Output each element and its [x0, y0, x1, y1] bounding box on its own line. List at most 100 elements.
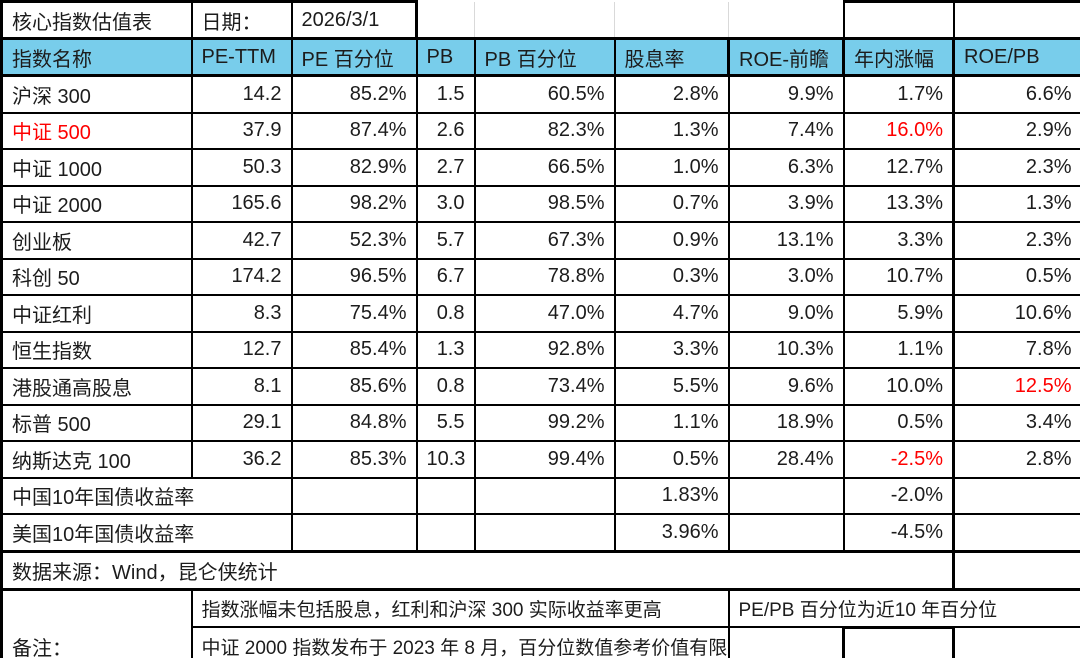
- bond-ytd-cell[interactable]: -2.0%: [842, 476, 955, 515]
- value-cell[interactable]: 1.3: [415, 330, 476, 369]
- empty-cell[interactable]: [728, 1, 844, 40]
- value-cell[interactable]: 0.5%: [952, 257, 1080, 296]
- value-cell[interactable]: 3.9%: [727, 184, 845, 223]
- value-cell[interactable]: 6.3%: [727, 148, 845, 187]
- bond-yield-cell[interactable]: 3.96%: [613, 513, 730, 552]
- index-name-cell[interactable]: 中证 1000: [0, 148, 193, 187]
- value-cell[interactable]: 3.3%: [613, 330, 730, 369]
- empty-cell[interactable]: [952, 0, 1080, 40]
- value-cell[interactable]: 13.3%: [842, 184, 955, 223]
- value-cell[interactable]: 42.7: [190, 221, 293, 260]
- value-cell[interactable]: 1.1%: [842, 330, 955, 369]
- value-cell[interactable]: 0.3%: [613, 257, 730, 296]
- value-cell[interactable]: 12.7: [190, 330, 293, 369]
- value-cell[interactable]: 10.7%: [842, 257, 955, 296]
- value-cell[interactable]: 67.3%: [473, 221, 616, 260]
- empty-cell[interactable]: [290, 513, 418, 552]
- value-cell[interactable]: 5.9%: [842, 294, 955, 333]
- value-cell[interactable]: 2.6: [415, 111, 476, 150]
- column-header-roe-forward[interactable]: ROE-前瞻: [727, 37, 845, 77]
- value-cell[interactable]: 1.3%: [952, 184, 1080, 223]
- notes-label[interactable]: 备注：: [0, 588, 193, 658]
- value-cell[interactable]: 3.0%: [727, 257, 845, 296]
- value-cell[interactable]: 8.1: [190, 367, 293, 406]
- value-cell[interactable]: 29.1: [190, 403, 293, 442]
- value-cell[interactable]: 52.3%: [290, 221, 418, 260]
- index-name-cell[interactable]: 恒生指数: [0, 330, 193, 369]
- column-header-pe-percentile[interactable]: PE 百分位: [290, 37, 418, 77]
- empty-cell[interactable]: [416, 1, 475, 40]
- empty-cell[interactable]: [415, 476, 476, 515]
- value-cell[interactable]: 2.3%: [952, 221, 1080, 260]
- value-cell[interactable]: 174.2: [190, 257, 293, 296]
- value-cell[interactable]: 6.7: [415, 257, 476, 296]
- value-cell[interactable]: 1.1%: [613, 403, 730, 442]
- value-cell[interactable]: 10.0%: [842, 367, 955, 406]
- value-cell[interactable]: 2.3%: [952, 148, 1080, 187]
- value-cell[interactable]: 66.5%: [473, 148, 616, 187]
- value-cell[interactable]: 99.2%: [473, 403, 616, 442]
- bond-ytd-cell[interactable]: -4.5%: [842, 513, 955, 552]
- value-cell[interactable]: 36.2: [190, 440, 293, 479]
- value-cell[interactable]: 3.4%: [952, 403, 1080, 442]
- value-cell[interactable]: 0.5%: [842, 403, 955, 442]
- date-label-cell[interactable]: 日期：: [190, 0, 293, 40]
- index-name-cell[interactable]: 中证红利: [0, 294, 193, 333]
- value-cell[interactable]: -2.5%: [842, 440, 955, 479]
- index-name-cell[interactable]: 标普 500: [0, 403, 193, 442]
- value-cell[interactable]: 1.7%: [842, 74, 955, 114]
- value-cell[interactable]: 84.8%: [290, 403, 418, 442]
- value-cell[interactable]: 165.6: [190, 184, 293, 223]
- value-cell[interactable]: 3.0: [415, 184, 476, 223]
- column-header-index-name[interactable]: 指数名称: [0, 37, 193, 77]
- value-cell[interactable]: 2.7: [415, 148, 476, 187]
- value-cell[interactable]: 96.5%: [290, 257, 418, 296]
- empty-cell[interactable]: [474, 1, 615, 40]
- index-name-cell[interactable]: 创业板: [0, 221, 193, 260]
- value-cell[interactable]: 4.7%: [613, 294, 730, 333]
- value-cell[interactable]: 2.8%: [952, 440, 1080, 479]
- value-cell[interactable]: 10.3%: [727, 330, 845, 369]
- value-cell[interactable]: 12.5%: [952, 367, 1080, 406]
- value-cell[interactable]: 82.3%: [473, 111, 616, 150]
- column-header-pb[interactable]: PB: [415, 37, 476, 77]
- bond-name-cell[interactable]: 中国10年国债收益率: [0, 476, 293, 515]
- value-cell[interactable]: 85.6%: [290, 367, 418, 406]
- value-cell[interactable]: 82.9%: [290, 148, 418, 187]
- empty-cell[interactable]: [415, 513, 476, 552]
- value-cell[interactable]: 50.3: [190, 148, 293, 187]
- column-header-roe-pb[interactable]: ROE/PB: [952, 37, 1080, 77]
- empty-cell[interactable]: [952, 476, 1080, 515]
- value-cell[interactable]: 28.4%: [727, 440, 845, 479]
- empty-cell[interactable]: [842, 0, 955, 40]
- value-cell[interactable]: 5.5: [415, 403, 476, 442]
- data-source-cell[interactable]: 数据来源：Wind，昆仑侠统计: [0, 549, 955, 591]
- value-cell[interactable]: 78.8%: [473, 257, 616, 296]
- value-cell[interactable]: 0.9%: [613, 221, 730, 260]
- value-cell[interactable]: 99.4%: [473, 440, 616, 479]
- value-cell[interactable]: 10.3: [415, 440, 476, 479]
- index-name-cell[interactable]: 纳斯达克 100: [0, 440, 193, 479]
- bond-name-cell[interactable]: 美国10年国债收益率: [0, 513, 293, 552]
- value-cell[interactable]: 5.7: [415, 221, 476, 260]
- value-cell[interactable]: 6.6%: [952, 74, 1080, 114]
- column-header-ytd-change[interactable]: 年内涨幅: [842, 37, 955, 77]
- value-cell[interactable]: 0.8: [415, 367, 476, 406]
- value-cell[interactable]: 85.4%: [290, 330, 418, 369]
- value-cell[interactable]: 3.3%: [842, 221, 955, 260]
- empty-cell[interactable]: [727, 513, 845, 552]
- empty-cell[interactable]: [614, 1, 729, 40]
- value-cell[interactable]: 7.4%: [727, 111, 845, 150]
- value-cell[interactable]: 2.9%: [952, 111, 1080, 150]
- column-header-dividend-yield[interactable]: 股息率: [613, 37, 730, 77]
- index-name-cell[interactable]: 中证 500: [0, 111, 193, 150]
- column-header-pb-percentile[interactable]: PB 百分位: [473, 37, 616, 77]
- empty-cell[interactable]: [473, 513, 616, 552]
- empty-cell[interactable]: [473, 476, 616, 515]
- value-cell[interactable]: 18.9%: [727, 403, 845, 442]
- value-cell[interactable]: 9.9%: [727, 74, 845, 114]
- value-cell[interactable]: 10.6%: [952, 294, 1080, 333]
- index-name-cell[interactable]: 科创 50: [0, 257, 193, 296]
- value-cell[interactable]: 92.8%: [473, 330, 616, 369]
- value-cell[interactable]: 13.1%: [727, 221, 845, 260]
